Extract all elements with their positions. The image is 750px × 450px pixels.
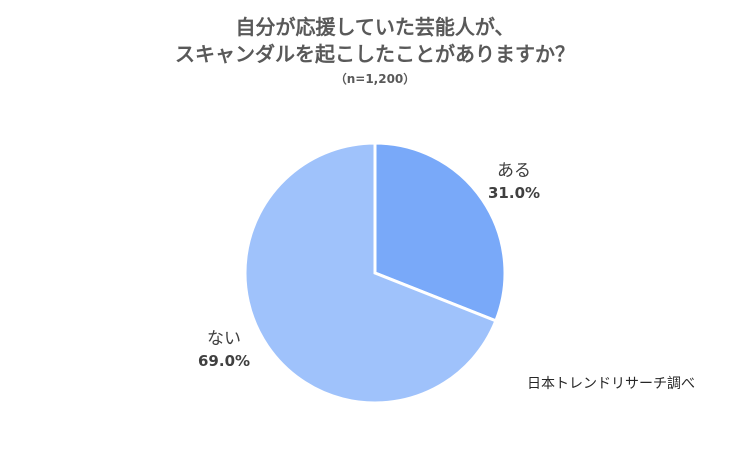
slice-label-aru: ある 31.0%: [488, 160, 540, 204]
chart-title: 自分が応援していた芸能人が、 スキャンダルを起こしたことがありますか？ （n=1…: [0, 14, 750, 88]
pie-slice-0: [373, 141, 507, 323]
slice-label-nai: ない 69.0%: [198, 328, 250, 372]
chart-title-line-1: 自分が応援していた芸能人が、: [235, 15, 515, 39]
slice-name-aru: ある: [497, 161, 532, 181]
chart-title-line-2: スキャンダルを起こしたことがありますか？: [175, 42, 575, 66]
chart-subtitle: （n=1,200）: [334, 72, 416, 86]
slice-name-nai: ない: [207, 329, 242, 349]
source-note: 日本トレンドリサーチ調べ: [527, 376, 695, 392]
pie-slice-1: [243, 141, 498, 405]
slice-value-aru: 31.0%: [488, 184, 541, 202]
slice-value-nai: 69.0%: [198, 352, 251, 370]
